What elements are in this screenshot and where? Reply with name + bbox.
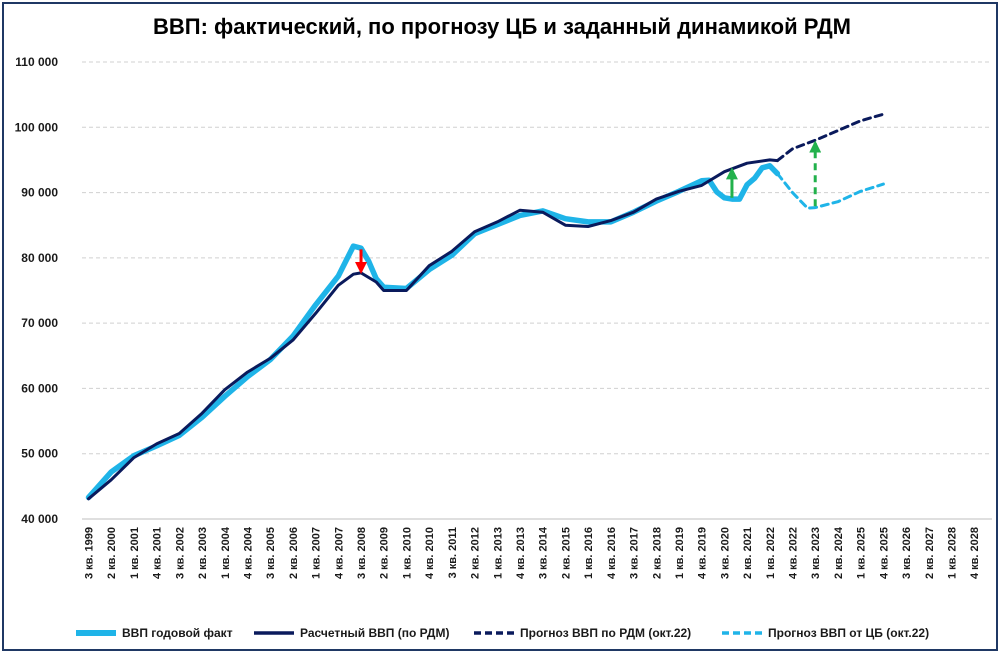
- series-line-0: [85, 163, 781, 501]
- x-tick-label: 1 кв. 2022: [765, 527, 777, 579]
- x-tick-label: 1 кв. 2019: [674, 527, 686, 579]
- x-tick-label: 4 кв. 2028: [969, 527, 981, 579]
- legend-swatch-forecast-cb: [722, 631, 762, 635]
- y-axis-ticks: 40 000 50 000 60 000 70 000 80 000 90 000 100 …: [15, 55, 59, 526]
- legend-item-fact: ВВП годовой факт: [76, 626, 233, 640]
- chart-title: ВВП: фактический, по прогнозу ЦБ и задан…: [152, 14, 851, 39]
- x-tick-label: 3 кв. 2020: [719, 527, 731, 579]
- x-tick-label: 4 кв. 2007: [333, 527, 345, 579]
- annotations: [355, 140, 822, 274]
- x-tick-label: 3 кв. 2008: [356, 527, 368, 579]
- legend-swatch-rdm: [254, 631, 294, 635]
- series-line-1: [87, 158, 779, 501]
- x-tick-label: 3 кв. 2005: [265, 527, 277, 579]
- x-tick-label: 1 кв. 2028: [946, 527, 958, 579]
- x-tick-label: 2 кв. 2024: [833, 526, 845, 579]
- legend-swatch-fact: [76, 630, 116, 636]
- legend-item-rdm: Расчетный ВВП (по РДМ): [254, 626, 449, 640]
- x-tick-label: 2 кв. 2015: [560, 527, 572, 579]
- legend: ВВП годовой факт Расчетный ВВП (по РДМ) …: [0, 622, 1004, 646]
- legend-label-fact: ВВП годовой факт: [122, 626, 233, 640]
- x-tick-label: 1 кв. 2025: [856, 527, 868, 579]
- x-tick-label: 1 кв. 2013: [492, 527, 504, 579]
- x-tick-label: 2 кв. 2006: [288, 527, 300, 579]
- x-tick-label: 4 кв. 2025: [878, 527, 890, 579]
- x-tick-label: 2 кв. 2027: [924, 527, 936, 579]
- x-tick-label: 4 кв. 2022: [788, 527, 800, 579]
- x-tick-label: 4 кв. 2016: [606, 527, 618, 579]
- legend-swatch-forecast-rdm: [474, 631, 514, 635]
- x-tick-label: 4 кв. 2019: [697, 527, 709, 579]
- x-tick-label: 3 кв. 2002: [174, 527, 186, 579]
- x-tick-label: 3 кв. 2026: [901, 527, 913, 579]
- x-tick-label: 3 кв. 1999: [84, 527, 96, 579]
- x-tick-label: 1 кв. 2004: [220, 526, 232, 579]
- x-tick-label: 4 кв. 2001: [152, 527, 164, 579]
- y-tick-label: 110 000: [15, 55, 58, 69]
- y-tick-label: 100 000: [15, 120, 59, 134]
- x-tick-label: 1 кв. 2010: [401, 527, 413, 579]
- gridlines: [82, 61, 992, 455]
- x-tick-label: 2 кв. 2021: [742, 527, 754, 579]
- x-tick-label: 2 кв. 2012: [470, 527, 482, 579]
- y-tick-label: 40 000: [21, 512, 58, 526]
- x-tick-label: 4 кв. 2010: [424, 527, 436, 579]
- y-tick-label: 50 000: [21, 447, 58, 461]
- series-line-3: [775, 172, 885, 210]
- x-tick-label: 2 кв. 2003: [197, 527, 209, 579]
- legend-label-forecast-cb: Прогноз ВВП от ЦБ (окт.22): [768, 626, 930, 640]
- x-axis-ticks: 3 кв. 1999 2 кв. 2000 1 кв. 2001 4 кв. 2001…: [84, 526, 982, 579]
- x-tick-label: 3 кв. 2011: [447, 527, 459, 578]
- x-tick-label: 2 кв. 2000: [106, 527, 118, 579]
- chart-frame: [2, 2, 998, 651]
- series-line-2: [775, 112, 885, 163]
- y-tick-label: 80 000: [21, 251, 58, 265]
- x-tick-label: 3 кв. 2014: [538, 526, 550, 579]
- y-tick-label: 70 000: [21, 316, 58, 330]
- x-tick-label: 3 кв. 2017: [629, 527, 641, 579]
- series-lines: [85, 112, 885, 501]
- legend-label-rdm: Расчетный ВВП (по РДМ): [300, 626, 450, 640]
- legend-label-forecast-rdm: Прогноз ВВП по РДМ (окт.22): [520, 626, 692, 640]
- legend-item-forecast-cb: Прогноз ВВП от ЦБ (окт.22): [722, 626, 929, 640]
- x-tick-label: 2 кв. 2009: [379, 527, 391, 579]
- legend-item-forecast-rdm: Прогноз ВВП по РДМ (окт.22): [474, 626, 691, 640]
- x-tick-label: 4 кв. 2004: [242, 526, 254, 579]
- x-tick-label: 2 кв. 2018: [651, 527, 663, 579]
- y-tick-label: 90 000: [21, 186, 58, 200]
- x-tick-label: 1 кв. 2007: [311, 527, 323, 579]
- x-tick-label: 4 кв. 2013: [515, 527, 527, 579]
- y-tick-label: 60 000: [21, 381, 58, 395]
- x-tick-label: 1 кв. 2001: [129, 527, 141, 579]
- x-tick-label: 3 кв. 2023: [810, 527, 822, 579]
- x-tick-label: 1 кв. 2016: [583, 527, 595, 579]
